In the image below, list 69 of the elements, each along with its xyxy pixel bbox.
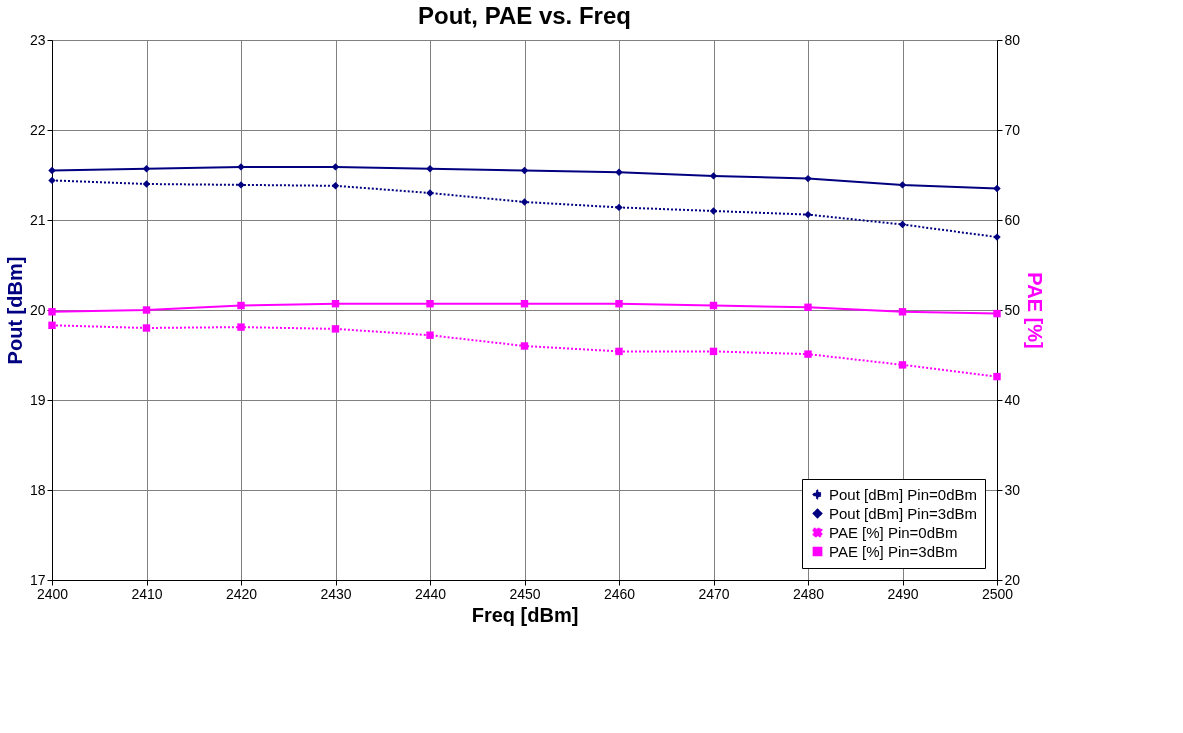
point bbox=[804, 350, 812, 358]
y-tick-label: 17 bbox=[29, 571, 46, 588]
y-tick-label: 20 bbox=[29, 301, 46, 318]
point bbox=[426, 299, 434, 308]
point bbox=[48, 308, 56, 316]
x-tick-label: 2440 bbox=[414, 585, 447, 602]
point bbox=[426, 164, 434, 173]
y2-tick-label: 40 bbox=[1004, 391, 1021, 408]
point bbox=[898, 308, 907, 316]
y2-tick-label: 50 bbox=[1004, 301, 1021, 318]
legend-label: Pout [dBm] Pin=0dBm bbox=[829, 485, 977, 503]
point bbox=[709, 207, 718, 215]
point bbox=[237, 323, 245, 331]
point bbox=[426, 331, 434, 339]
x-tick-label: 2470 bbox=[698, 585, 730, 602]
y2-tick-label: 20 bbox=[1004, 571, 1021, 588]
point bbox=[898, 181, 907, 189]
x-tick-label: 2400 bbox=[36, 585, 69, 602]
x-axis-title: Freq [dBm] bbox=[471, 603, 579, 626]
x-tick-label: 2420 bbox=[225, 585, 258, 602]
point bbox=[615, 347, 623, 356]
x-tick-label: 2460 bbox=[603, 585, 636, 602]
point bbox=[898, 220, 907, 229]
point bbox=[48, 166, 56, 175]
y-axis-title: Pout [dBm] bbox=[3, 256, 26, 365]
point bbox=[331, 163, 340, 171]
point bbox=[993, 309, 1001, 318]
y-tick-label: 19 bbox=[29, 391, 46, 408]
y2-tick-label: 80 bbox=[1004, 31, 1021, 48]
point bbox=[709, 172, 718, 180]
y-tick-label: 23 bbox=[29, 31, 46, 48]
point bbox=[331, 325, 340, 333]
point bbox=[520, 198, 529, 206]
point bbox=[331, 182, 340, 190]
point bbox=[142, 164, 151, 173]
y-tick-label: 22 bbox=[29, 121, 46, 138]
point bbox=[615, 203, 623, 212]
point bbox=[804, 303, 812, 312]
point bbox=[804, 174, 812, 183]
y-tick-label: 21 bbox=[29, 211, 46, 228]
point bbox=[48, 321, 56, 330]
point bbox=[237, 301, 245, 310]
point bbox=[898, 361, 907, 369]
legend-label: Pout [dBm] Pin=3dBm bbox=[829, 504, 977, 522]
point bbox=[993, 184, 1001, 193]
point bbox=[142, 180, 151, 188]
y-tick-label: 18 bbox=[29, 481, 46, 498]
y2-tick-label: 60 bbox=[1004, 211, 1021, 228]
x-tick-label: 2500 bbox=[981, 585, 1014, 602]
point bbox=[520, 342, 529, 350]
y2-tick-label: 70 bbox=[1004, 121, 1021, 138]
point bbox=[142, 306, 151, 314]
x-tick-label: 2410 bbox=[131, 585, 163, 602]
x-tick-label: 2480 bbox=[792, 585, 825, 602]
point bbox=[615, 299, 623, 308]
x-tick-label: 2450 bbox=[509, 585, 541, 602]
y2-tick-label: 30 bbox=[1004, 481, 1021, 498]
legend-label: PAE [%] Pin=0dBm bbox=[829, 523, 958, 541]
chart-title: Pout, PAE vs. Freq bbox=[418, 2, 631, 29]
point bbox=[48, 176, 56, 185]
legend-label: PAE [%] Pin=3dBm bbox=[829, 542, 958, 560]
y2-axis-title: PAE [%] bbox=[1024, 272, 1047, 349]
x-tick-label: 2490 bbox=[887, 585, 919, 602]
point bbox=[142, 324, 151, 332]
x-tick-label: 2430 bbox=[320, 585, 352, 602]
point bbox=[804, 210, 812, 219]
point bbox=[993, 372, 1001, 381]
point bbox=[615, 168, 623, 177]
point bbox=[520, 166, 529, 175]
